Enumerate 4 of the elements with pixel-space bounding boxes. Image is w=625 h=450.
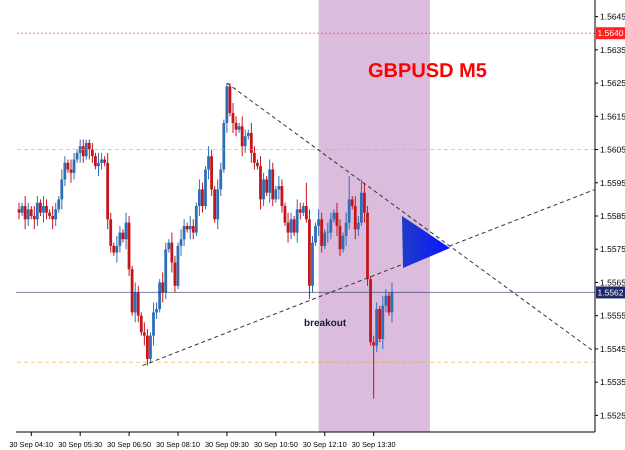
ref-line-label: 1.5562 [598,287,624,298]
ref-line-label: 1.5640 [598,28,624,38]
text: GBPUSD M5 [368,60,487,83]
annotation: breakout [304,318,346,329]
